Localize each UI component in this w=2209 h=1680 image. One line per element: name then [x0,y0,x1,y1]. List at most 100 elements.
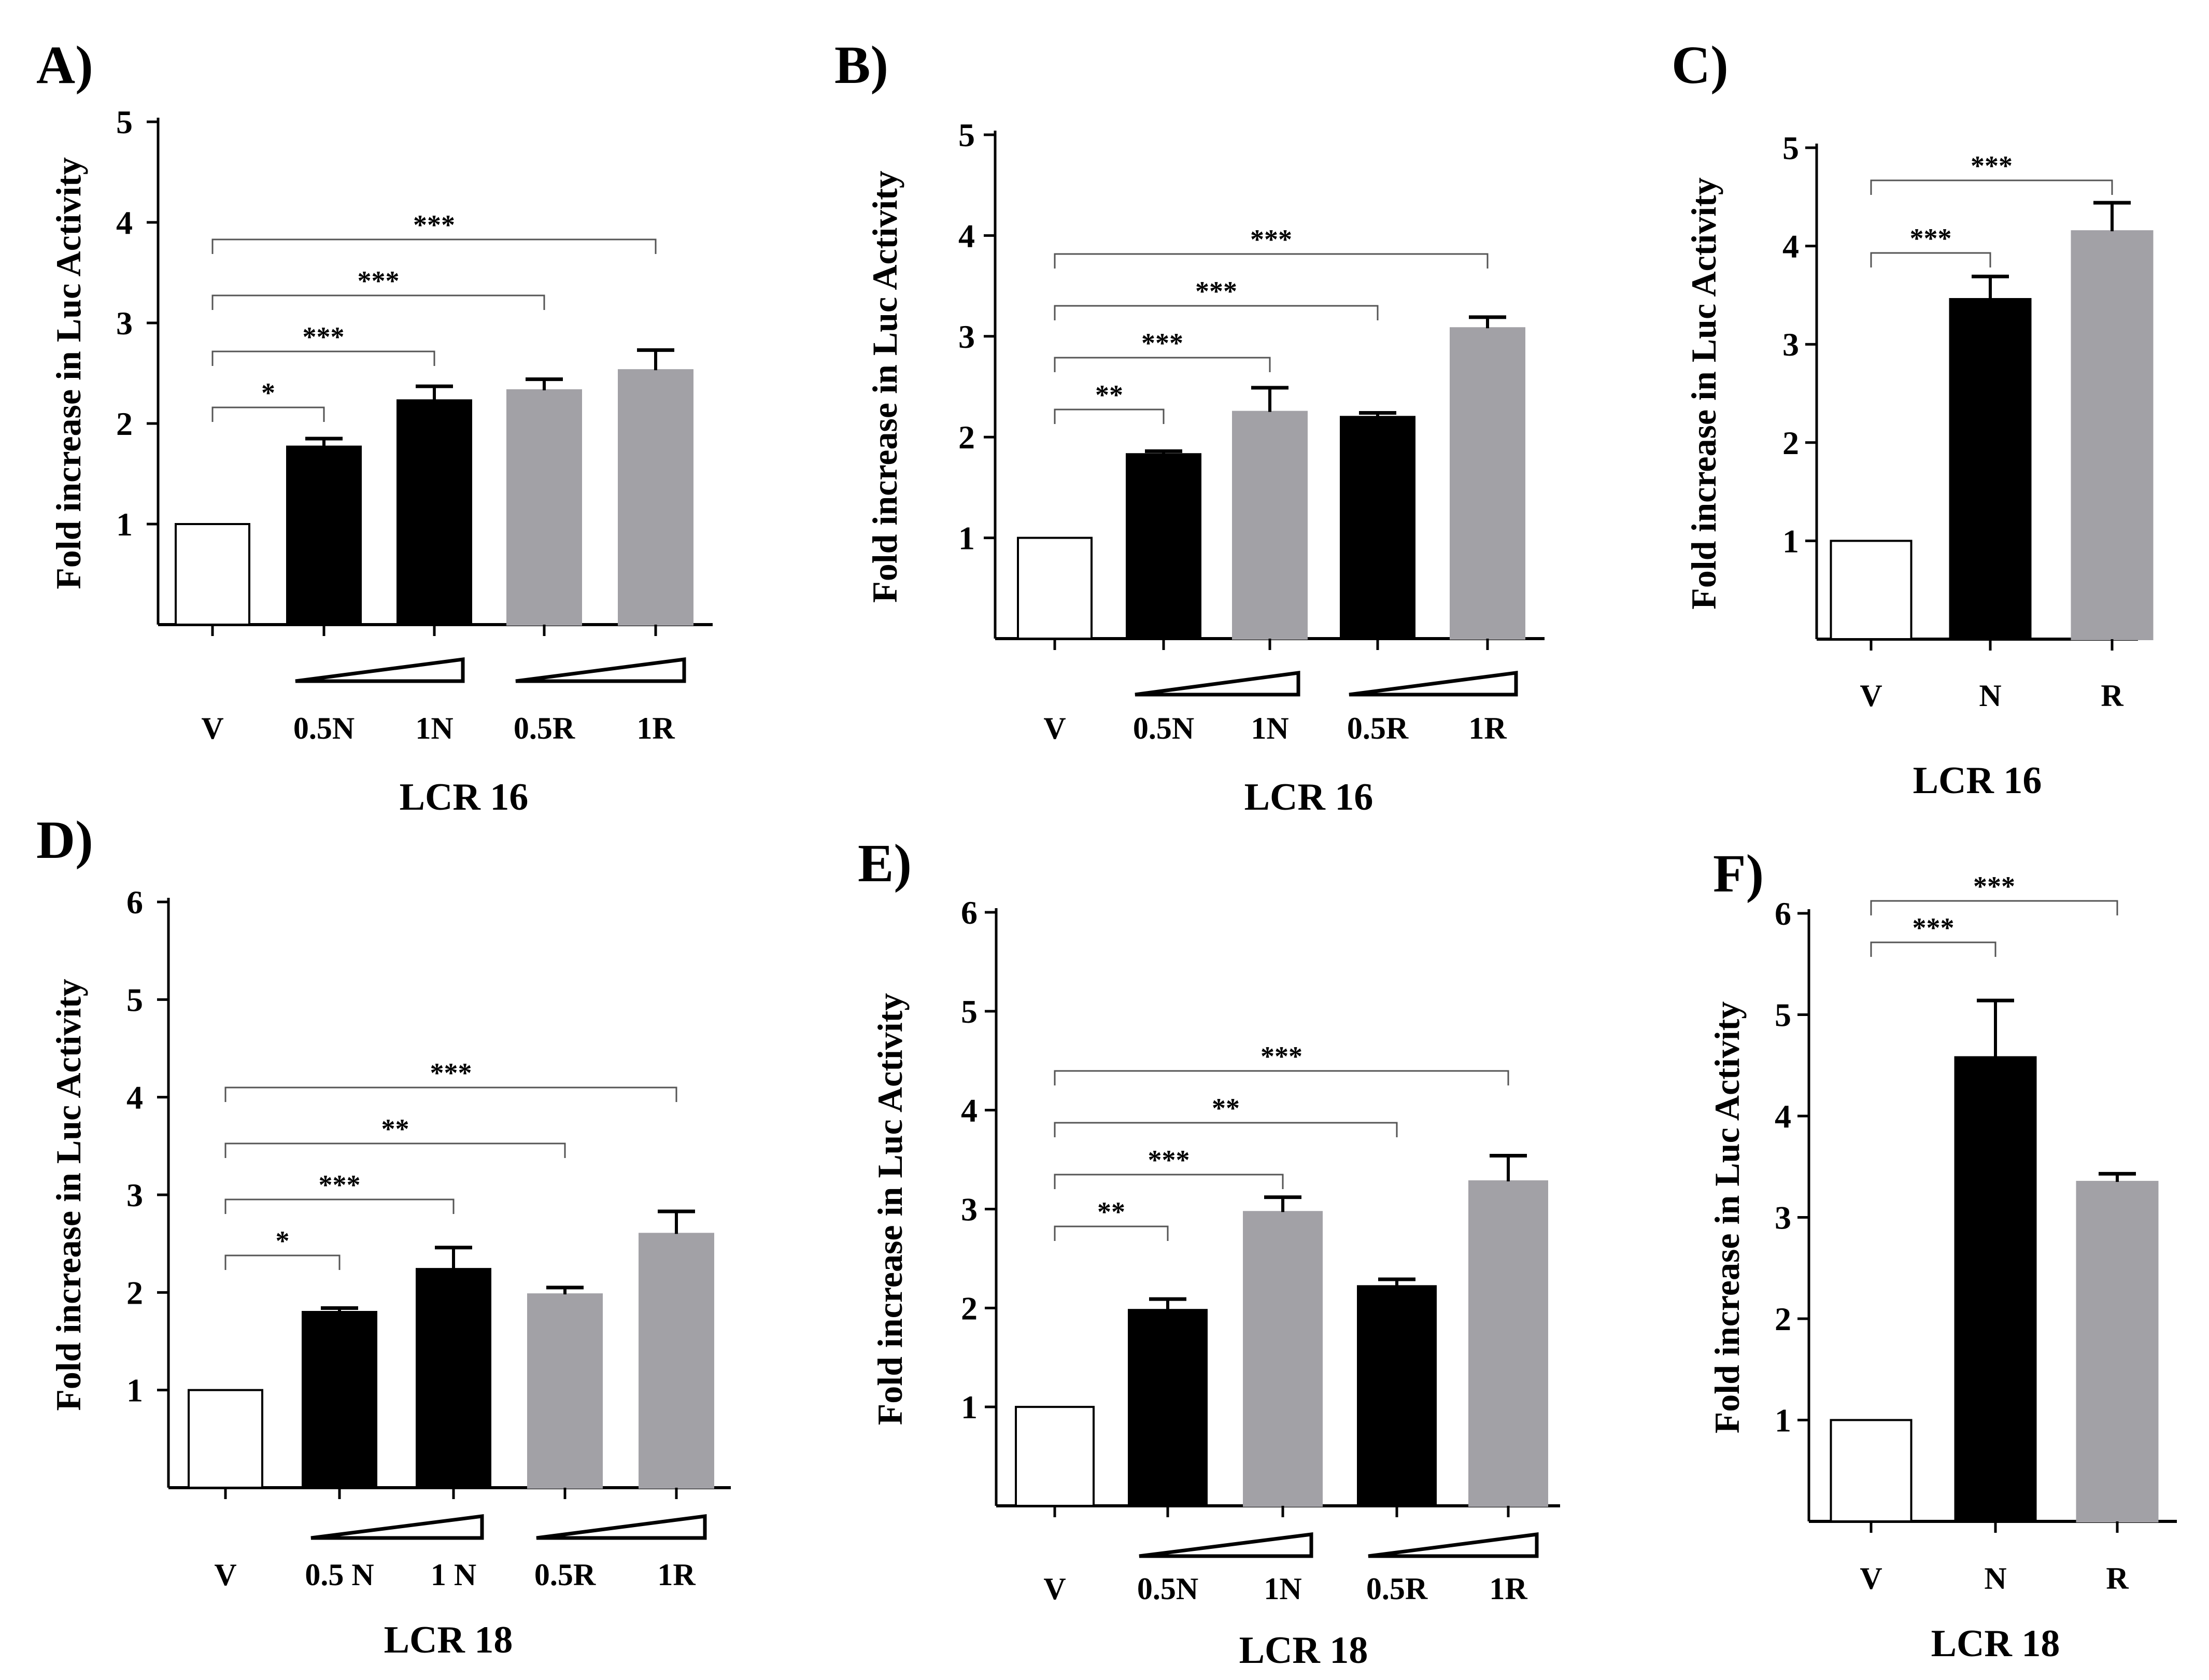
panel-c: C) Fold increase in Luc Activity 1 2 3 4 5 V N R *… [1672,35,2154,802]
bar-0.5r [1340,416,1415,640]
y-tick-label: 2 [116,405,133,442]
significance-bracket [211,350,435,366]
significance-label: ** [381,1113,409,1145]
x-category-label: 1R [1468,711,1507,745]
panel-letter: F) [1713,844,1764,903]
significance-label: *** [1250,224,1292,255]
x-category-label: V [214,1558,236,1592]
significance-bracket [1870,252,1991,267]
y-tick-label: 3 [961,1191,978,1228]
significance-bracket [1870,941,1996,957]
dose-ramp-triangle [515,657,686,683]
x-category-label: 0.5N [293,711,355,745]
y-tick-label: 3 [1775,1199,1791,1236]
significance-bracket [224,1198,455,1214]
bar-v [1015,1406,1095,1507]
bar-v [1017,537,1093,640]
panel-f: F) Fold increase in Luc Activity 1 2 3 4 5 6 V N R… [1707,844,2177,1665]
bar-1r [1450,327,1525,640]
significance-label: *** [1971,150,2013,181]
significance-label: *** [1148,1145,1190,1176]
significance-bracket [1870,179,2113,195]
y-tick-label: 2 [1775,1301,1791,1337]
significance-bracket [211,406,325,422]
y-axis-label: Fold increase in Luc Activity [1684,177,1723,610]
significance-label: * [276,1225,290,1257]
significance-label: *** [1973,871,2015,902]
significance-bracket [1054,408,1165,424]
y-tick-label: 1 [126,1372,143,1409]
y-axis-label: Fold increase in Luc Activity [49,157,88,589]
panel-d: D) Fold increase in Luc Activity 1 2 3 4 5 6 V 0.… [36,810,731,1661]
dose-ramp-triangle [1368,1532,1539,1558]
x-category-label: V [1860,1561,1882,1596]
significance-label: *** [1261,1041,1302,1072]
bar-0.5n [1126,453,1201,640]
x-category-label: R [2106,1561,2129,1596]
x-category-label: 0.5R [514,711,575,745]
bar-r [2076,1181,2159,1522]
y-tick-label: 1 [1775,1402,1791,1439]
significance-bracket [1054,357,1271,372]
panel-letter: E) [858,834,912,893]
x-category-label: 0.5R [534,1558,596,1592]
bar-v [175,523,250,626]
y-tick-label: 6 [1775,895,1791,932]
bar-v [188,1389,263,1489]
y-axis-label: Fold increase in Luc Activity [870,993,910,1425]
x-category-label: 0.5 N [305,1558,374,1592]
x-axis-title: LCR 16 [1913,759,2042,802]
significance-bracket [1054,1122,1398,1137]
bar-1n [1232,411,1308,640]
significance-bracket [224,1086,677,1102]
x-category-label: 1R [636,711,675,745]
bar-0.5r [527,1293,603,1489]
y-tick-label: 4 [116,204,133,241]
significance-label: *** [358,265,400,297]
y-tick-label: 6 [961,894,978,931]
significance-bracket [224,1142,566,1158]
significance-label: * [261,377,275,408]
significance-bracket [1054,253,1489,269]
y-tick-label: 5 [116,104,133,140]
y-tick-label: 5 [1775,997,1791,1034]
significance-label: ** [1095,379,1123,411]
significance-label: ** [1212,1093,1240,1124]
bar-v [1830,1419,1913,1522]
significance-bracket [211,294,545,310]
bar-1n [397,399,472,626]
bar-0.5r [506,389,582,626]
y-tick-label: 6 [126,884,143,921]
x-category-label: 1R [1489,1572,1527,1606]
y-tick-label: 5 [1782,130,1799,166]
x-category-label: 1N [1251,711,1288,745]
x-axis-title: LCR 18 [384,1619,513,1661]
bar-1n [1243,1211,1323,1507]
dose-ramp-triangle [536,1514,707,1540]
y-tick-label: 1 [961,1389,978,1425]
x-category-label: 1N [415,711,453,745]
significance-label: *** [1913,912,1955,943]
y-tick-label: 3 [1782,326,1799,363]
significance-label: *** [1195,276,1237,307]
panel-b: B) Fold increase in Luc Activity 1 2 3 4 5 V 0.5… [834,35,1545,818]
y-tick-label: 4 [126,1079,143,1116]
x-axis-title: LCR 18 [1931,1622,2060,1665]
dose-ramp-triangle [1349,671,1518,697]
y-tick-label: 1 [116,506,133,543]
y-tick-label: 2 [961,1290,978,1326]
significance-label: *** [319,1169,361,1201]
bar-0.5n [286,445,362,626]
panel-letter: B) [834,35,888,95]
y-tick-label: 4 [961,1092,978,1129]
significance-bracket [1870,900,2118,915]
bar-0.5n [1128,1309,1208,1507]
y-axis-label: Fold increase in Luc Activity [865,171,904,603]
x-category-label: 1R [657,1558,696,1592]
y-tick-label: 4 [1782,228,1799,265]
y-axis-label: Fold increase in Luc Activity [49,979,88,1411]
significance-label: ** [1097,1196,1125,1227]
significance-label: *** [430,1057,472,1089]
significance-bracket [1054,1174,1284,1189]
bar-1r [618,369,693,626]
